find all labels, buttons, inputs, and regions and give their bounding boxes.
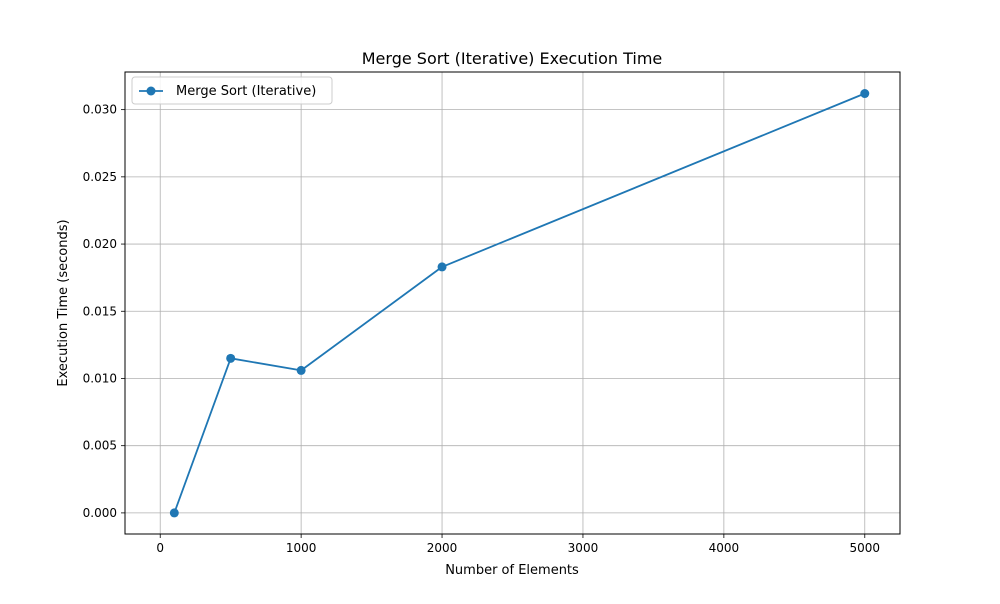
data-point (437, 262, 447, 272)
series-layer (169, 89, 870, 518)
x-tick-label: 2000 (427, 541, 458, 555)
y-tick-label: 0.005 (83, 439, 117, 453)
y-tick-label: 0.025 (83, 170, 117, 184)
x-tick-label: 4000 (709, 541, 740, 555)
chart-title: Merge Sort (Iterative) Execution Time (362, 49, 663, 68)
y-tick-label: 0.010 (83, 371, 117, 385)
plot-frame (124, 71, 901, 535)
x-tick-label: 1000 (286, 541, 317, 555)
y-tick-label: 0.030 (83, 103, 117, 117)
y-axis-label: Execution Time (seconds) (56, 219, 71, 386)
y-tick-label: 0.000 (83, 506, 117, 520)
legend: Merge Sort (Iterative) (131, 76, 333, 105)
y-tick-label: 0.020 (83, 237, 117, 251)
data-point (169, 508, 179, 518)
legend-marker-swatch (146, 86, 156, 96)
legend-box (131, 76, 333, 105)
data-point (296, 365, 306, 375)
data-point (226, 353, 236, 363)
grid-layer (125, 72, 900, 534)
x-tick-label: 5000 (849, 541, 880, 555)
x-axis-label: Number of Elements (445, 563, 579, 578)
y-axis-ticks: 0.000 0.005 0.010 0.015 0.020 0.025 0.030 (83, 103, 125, 520)
y-tick-label: 0.015 (83, 304, 117, 318)
data-point (860, 89, 870, 99)
legend-entry-label: Merge Sort (Iterative) (176, 84, 316, 99)
x-axis-ticks: 0 1000 2000 3000 4000 5000 (156, 534, 880, 555)
x-tick-label: 0 (156, 541, 164, 555)
x-tick-label: 3000 (568, 541, 599, 555)
